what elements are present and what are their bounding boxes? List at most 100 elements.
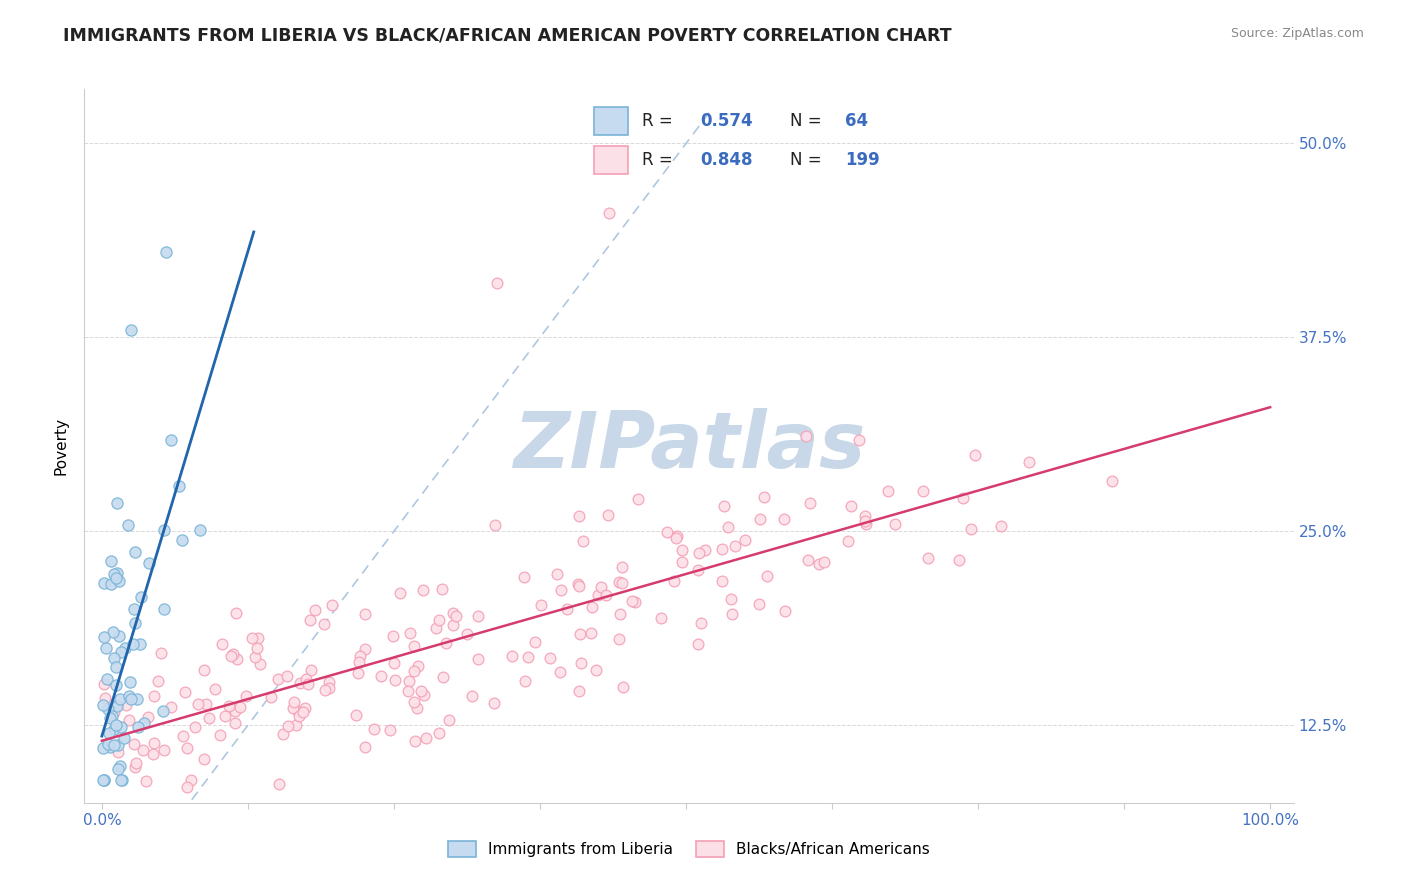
- Point: [118, 713, 141, 727]
- Point: [427, 726, 450, 740]
- Point: [124, 545, 146, 559]
- Point: [948, 553, 970, 567]
- Point: [152, 523, 174, 537]
- Point: [103, 651, 125, 665]
- Point: [550, 582, 572, 597]
- Point: [107, 762, 129, 776]
- Point: [581, 600, 603, 615]
- Point: [104, 570, 127, 584]
- Point: [298, 613, 321, 627]
- Point: [671, 555, 693, 569]
- Point: [180, 772, 202, 787]
- Point: [103, 738, 125, 752]
- Point: [710, 574, 733, 588]
- Point: [382, 656, 405, 670]
- Point: [524, 635, 547, 649]
- Point: [135, 774, 157, 789]
- Point: [516, 649, 538, 664]
- Point: [839, 500, 862, 514]
- Point: [848, 434, 870, 448]
- Point: [512, 569, 534, 583]
- Point: [799, 496, 821, 510]
- Point: [346, 665, 368, 680]
- Point: [607, 632, 630, 647]
- Point: [384, 673, 406, 688]
- Point: [595, 588, 617, 602]
- Point: [586, 588, 609, 602]
- Text: 64: 64: [845, 112, 869, 129]
- Point: [267, 777, 290, 791]
- Point: [485, 276, 508, 290]
- Point: [380, 723, 402, 738]
- Text: ZIPatlas: ZIPatlas: [513, 408, 865, 484]
- Point: [97, 738, 120, 752]
- Point: [107, 745, 129, 759]
- Point: [93, 576, 115, 591]
- Point: [267, 672, 290, 686]
- Point: [467, 609, 489, 624]
- Point: [965, 448, 987, 462]
- Point: [193, 751, 215, 765]
- Point: [120, 323, 142, 337]
- Point: [198, 711, 221, 725]
- Legend: Immigrants from Liberia, Blacks/African Americans: Immigrants from Liberia, Blacks/African …: [443, 835, 935, 863]
- Point: [125, 756, 148, 770]
- Point: [546, 567, 568, 582]
- Point: [122, 737, 145, 751]
- Point: [214, 708, 236, 723]
- Point: [430, 582, 453, 596]
- Point: [194, 698, 217, 712]
- Point: [808, 557, 831, 571]
- Point: [98, 739, 121, 754]
- Point: [152, 602, 174, 616]
- Point: [412, 583, 434, 598]
- Point: [107, 629, 129, 643]
- Point: [115, 698, 138, 713]
- Point: [610, 575, 633, 590]
- Point: [711, 541, 734, 556]
- Point: [624, 595, 647, 609]
- Point: [120, 692, 142, 706]
- Point: [176, 740, 198, 755]
- Point: [425, 621, 447, 635]
- Point: [260, 690, 283, 704]
- Point: [184, 720, 207, 734]
- Point: [610, 560, 633, 574]
- Point: [402, 664, 425, 678]
- Point: [110, 645, 132, 659]
- Point: [312, 617, 335, 632]
- Point: [409, 684, 432, 698]
- Point: [152, 743, 174, 757]
- Point: [671, 543, 693, 558]
- Point: [884, 516, 907, 531]
- Point: [353, 607, 375, 621]
- Point: [627, 491, 650, 506]
- Point: [441, 606, 464, 620]
- Point: [91, 772, 114, 787]
- Point: [93, 772, 115, 787]
- Point: [990, 519, 1012, 533]
- Point: [297, 676, 319, 690]
- Point: [548, 665, 571, 679]
- Point: [396, 684, 419, 698]
- Point: [229, 700, 252, 714]
- Point: [688, 563, 710, 577]
- Point: [132, 715, 155, 730]
- Point: [612, 680, 634, 694]
- Point: [93, 630, 115, 644]
- Point: [245, 649, 267, 664]
- Text: IMMIGRANTS FROM LIBERIA VS BLACK/AFRICAN AMERICAN POVERTY CORRELATION CHART: IMMIGRANTS FROM LIBERIA VS BLACK/AFRICAN…: [63, 27, 952, 45]
- Y-axis label: Poverty: Poverty: [53, 417, 69, 475]
- Point: [284, 717, 307, 731]
- Point: [128, 637, 150, 651]
- Point: [354, 642, 377, 657]
- Point: [204, 681, 226, 696]
- Text: N =: N =: [790, 152, 821, 169]
- Point: [734, 533, 756, 547]
- Point: [720, 592, 742, 607]
- Point: [773, 604, 796, 618]
- Point: [110, 772, 132, 787]
- Point: [655, 524, 678, 539]
- Point: [103, 566, 125, 581]
- Point: [138, 557, 160, 571]
